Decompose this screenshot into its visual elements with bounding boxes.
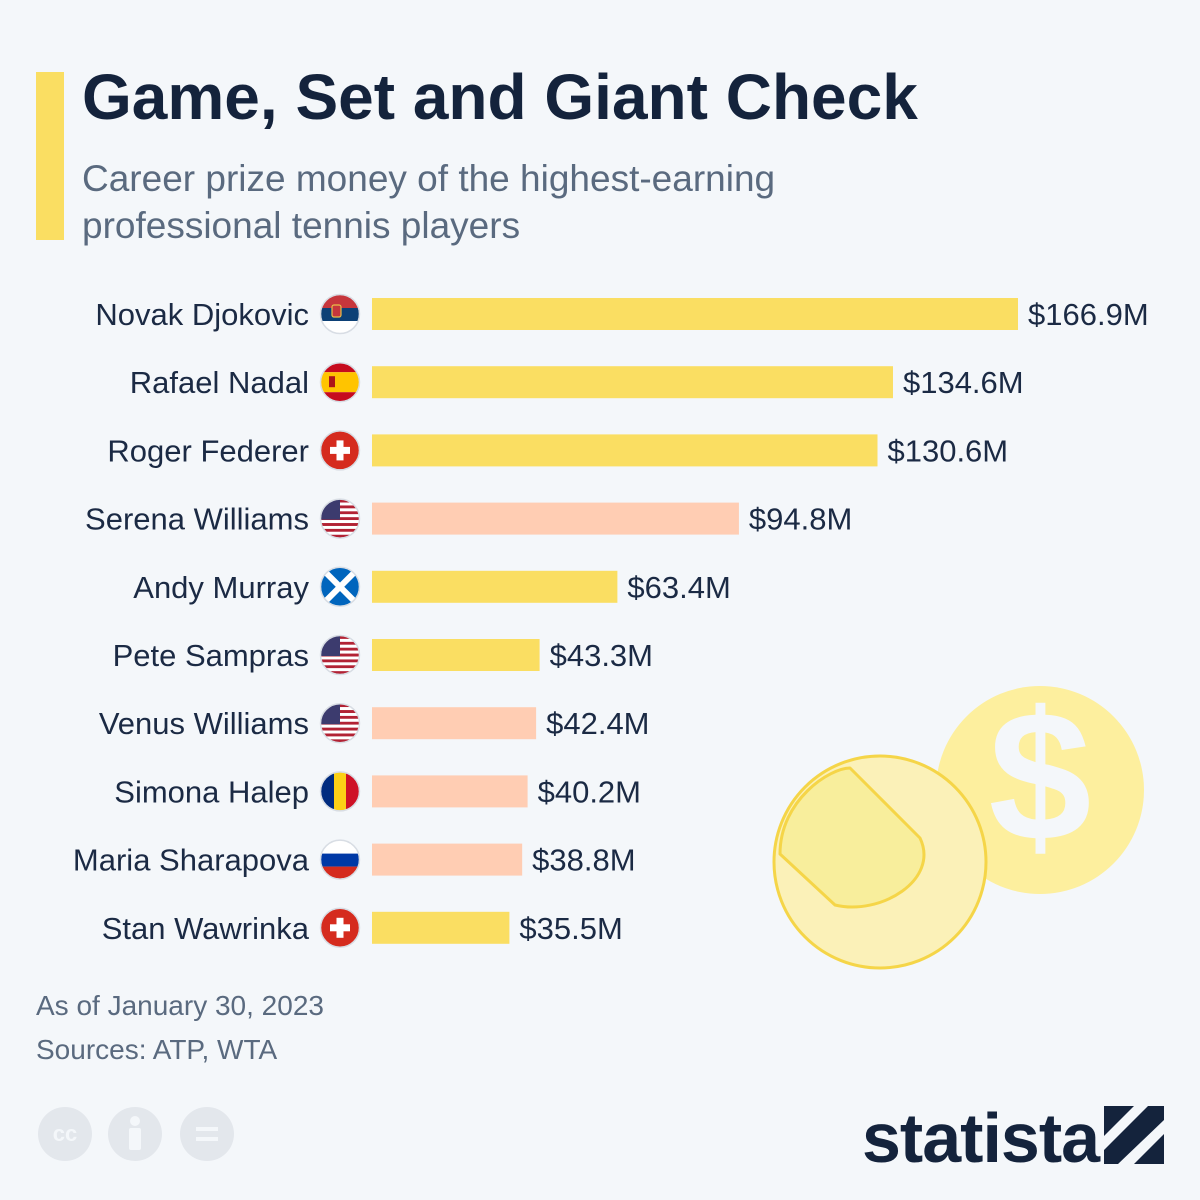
flag-switzerland-icon <box>319 430 361 471</box>
category-label: Stan Wawrinka <box>102 911 310 946</box>
value-label: $63.4M <box>627 570 730 605</box>
category-label: Maria Sharapova <box>73 843 310 878</box>
attribution-icon <box>108 1107 162 1161</box>
flag-usa-icon <box>319 634 361 676</box>
category-label: Andy Murray <box>133 570 309 605</box>
category-label: Simona Halep <box>114 774 309 809</box>
flag-serbia-icon <box>319 293 361 335</box>
bar <box>372 911 510 944</box>
statista-logo: statista <box>862 1099 1100 1177</box>
bar <box>372 843 523 876</box>
category-label: Serena Williams <box>85 502 309 537</box>
value-label: $42.4M <box>546 706 649 741</box>
date-note: As of January 30, 2023 <box>36 990 324 1021</box>
category-label: Venus Williams <box>99 706 309 741</box>
bar <box>372 707 537 740</box>
coin-decoration <box>936 686 1144 894</box>
value-label: $166.9M <box>1028 297 1149 332</box>
statista-logo-icon <box>1104 1106 1164 1164</box>
value-label: $130.6M <box>887 433 1008 468</box>
value-label: $134.6M <box>903 365 1024 400</box>
category-label: Novak Djokovic <box>95 297 309 332</box>
flag-scotland-icon <box>319 566 361 608</box>
no-derivatives-icon <box>180 1107 234 1161</box>
value-label: $43.3M <box>550 638 653 673</box>
value-label: $94.8M <box>749 502 852 537</box>
category-label: Pete Sampras <box>113 638 309 673</box>
flag-russia-icon <box>319 839 361 880</box>
value-label: $38.8M <box>532 843 635 878</box>
bar <box>372 434 878 467</box>
tennis-ball-seam <box>778 766 926 909</box>
cc-icon: cc <box>38 1107 92 1161</box>
bar-chart: $ Novak Djokovic $166.9M Rafael Nadal $134.… <box>73 293 1149 970</box>
sources-note: Sources: ATP, WTA <box>36 1034 278 1065</box>
dollar-sign-decoration: $ <box>989 674 1092 880</box>
bar <box>372 298 1018 330</box>
title-accent-bar <box>36 72 64 240</box>
category-label: Roger Federer <box>107 433 309 468</box>
flag-spain-icon <box>319 361 361 403</box>
page-subtitle: Career prize money of the highest-earnin… <box>82 158 776 246</box>
flag-usa-icon <box>319 498 361 539</box>
flag-usa-icon <box>319 702 361 744</box>
bar <box>372 502 739 535</box>
bar <box>372 366 893 399</box>
page-title: Game, Set and Giant Check <box>82 61 918 133</box>
flag-romania-icon <box>319 771 361 812</box>
bar <box>372 639 540 671</box>
bar <box>372 775 528 808</box>
value-label: $35.5M <box>519 911 622 946</box>
flag-switzerland-icon <box>319 907 361 949</box>
decoration-illustration: $ <box>772 674 1144 970</box>
category-label: Rafael Nadal <box>130 365 309 400</box>
value-label: $40.2M <box>538 774 641 809</box>
bar <box>372 570 618 603</box>
